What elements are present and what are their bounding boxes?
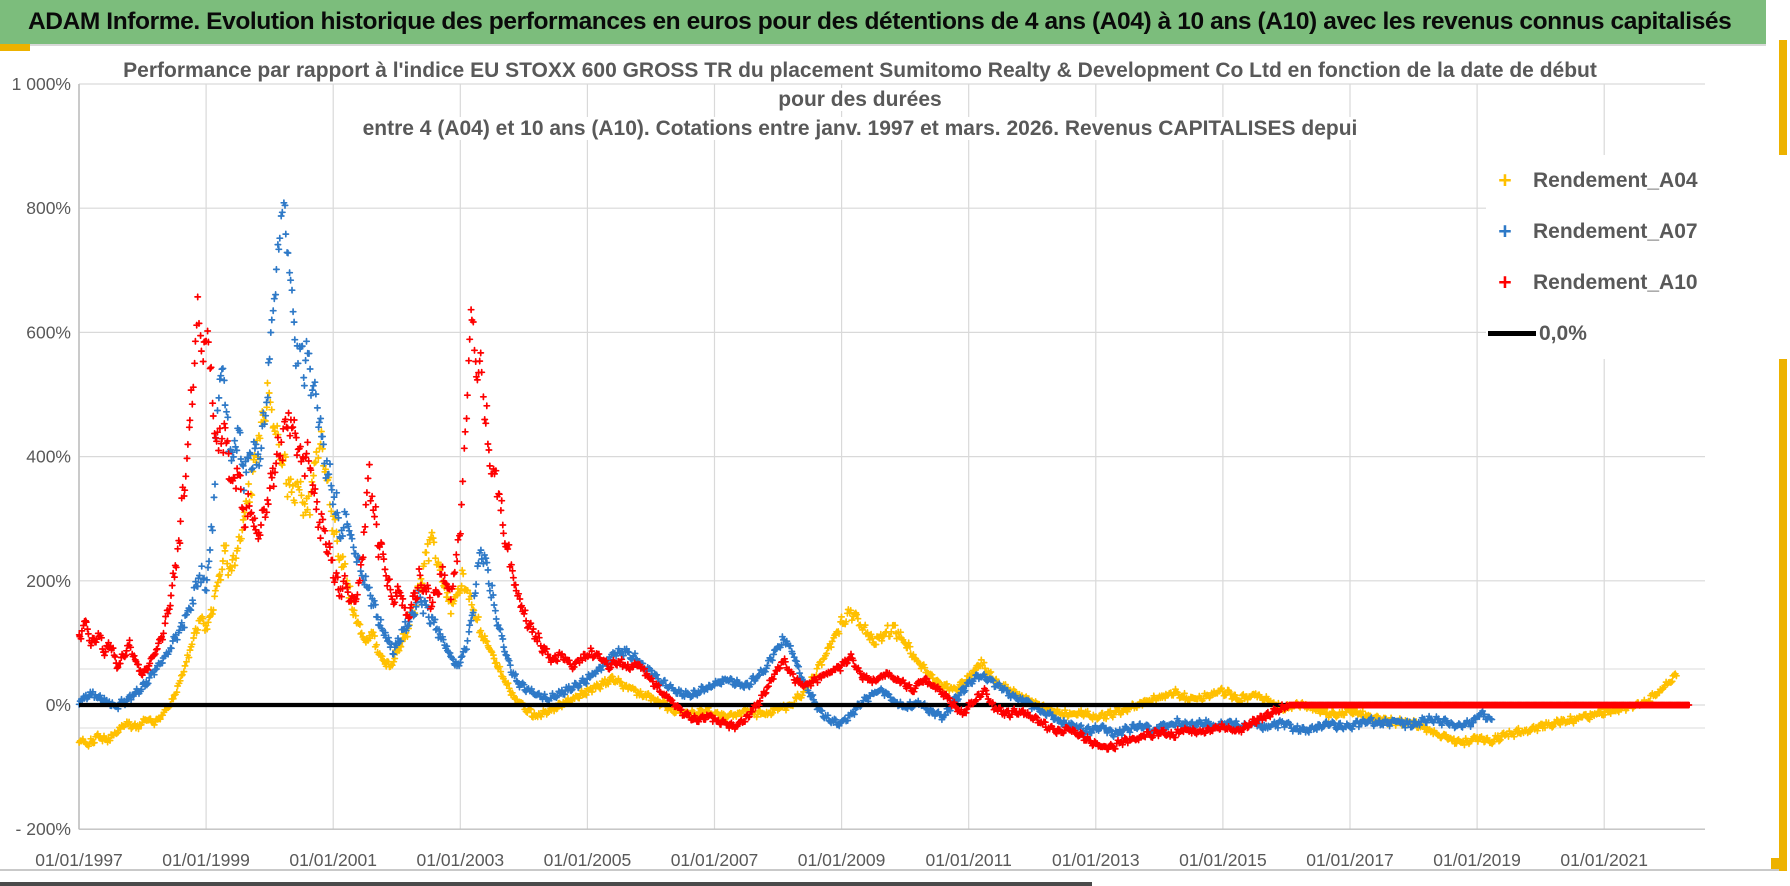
plus-marker-icon: + (1498, 218, 1512, 244)
x-tick-label: 01/01/2013 (1052, 850, 1140, 870)
legend-label: Rendement_A07 (1533, 219, 1698, 243)
gold-accent-left (0, 44, 30, 51)
x-tick-label: 01/01/2007 (671, 850, 759, 870)
y-tick-label: 600% (26, 322, 71, 342)
line-marker-icon (1488, 331, 1536, 336)
x-tick-label: 01/01/2019 (1433, 850, 1521, 870)
y-tick-label: 800% (26, 198, 71, 218)
x-tick-label: 01/01/2021 (1560, 850, 1648, 870)
legend-item-rendement-a04: + Rendement_A04 (1486, 155, 1788, 206)
y-tick-label: 200% (26, 571, 71, 591)
x-tick-label: 01/01/1997 (35, 850, 123, 870)
y-tick-label: 0% (46, 695, 71, 715)
chart-legend: + Rendement_A04 + Rendement_A07 + Rendement_A… (1486, 155, 1788, 359)
x-tick-label: 01/01/2011 (926, 850, 1012, 870)
legend-item-0-0-: 0,0% (1486, 308, 1788, 359)
bottom-edge-bar (0, 882, 1092, 886)
legend-item-rendement-a10: + Rendement_A10 (1486, 257, 1788, 308)
legend-label: Rendement_A04 (1533, 168, 1698, 192)
x-tick-label: 01/01/2005 (544, 850, 632, 870)
legend-label: 0,0% (1539, 321, 1587, 345)
header-title: ADAM Informe. Evolution historique des p… (28, 8, 1732, 35)
y-tick-label: - 200% (16, 819, 71, 839)
legend-item-rendement-a07: + Rendement_A07 (1486, 206, 1788, 257)
series-points-rendement_a04 (75, 379, 1680, 750)
legend-label: Rendement_A10 (1533, 270, 1698, 294)
x-tick-label: 01/01/2009 (798, 850, 886, 870)
series-points-rendement_a10 (75, 293, 1693, 753)
x-tick-label: 01/01/1999 (162, 850, 250, 870)
plus-marker-icon: + (1498, 167, 1512, 193)
x-tick-label: 01/01/2017 (1306, 850, 1394, 870)
x-tick-label: 01/01/2001 (289, 850, 377, 870)
bottom-divider (0, 869, 1779, 871)
y-tick-label: 400% (26, 447, 71, 467)
header-bar: ADAM Informe. Evolution historique des p… (0, 0, 1766, 46)
x-tick-label: 01/01/2003 (417, 850, 505, 870)
y-tick-label: 1 000% (12, 74, 71, 94)
x-tick-label: 01/01/2015 (1179, 850, 1267, 870)
gold-corner-bottom-right (1771, 858, 1787, 871)
gold-border-right (1779, 40, 1787, 871)
plus-marker-icon: + (1498, 269, 1512, 295)
